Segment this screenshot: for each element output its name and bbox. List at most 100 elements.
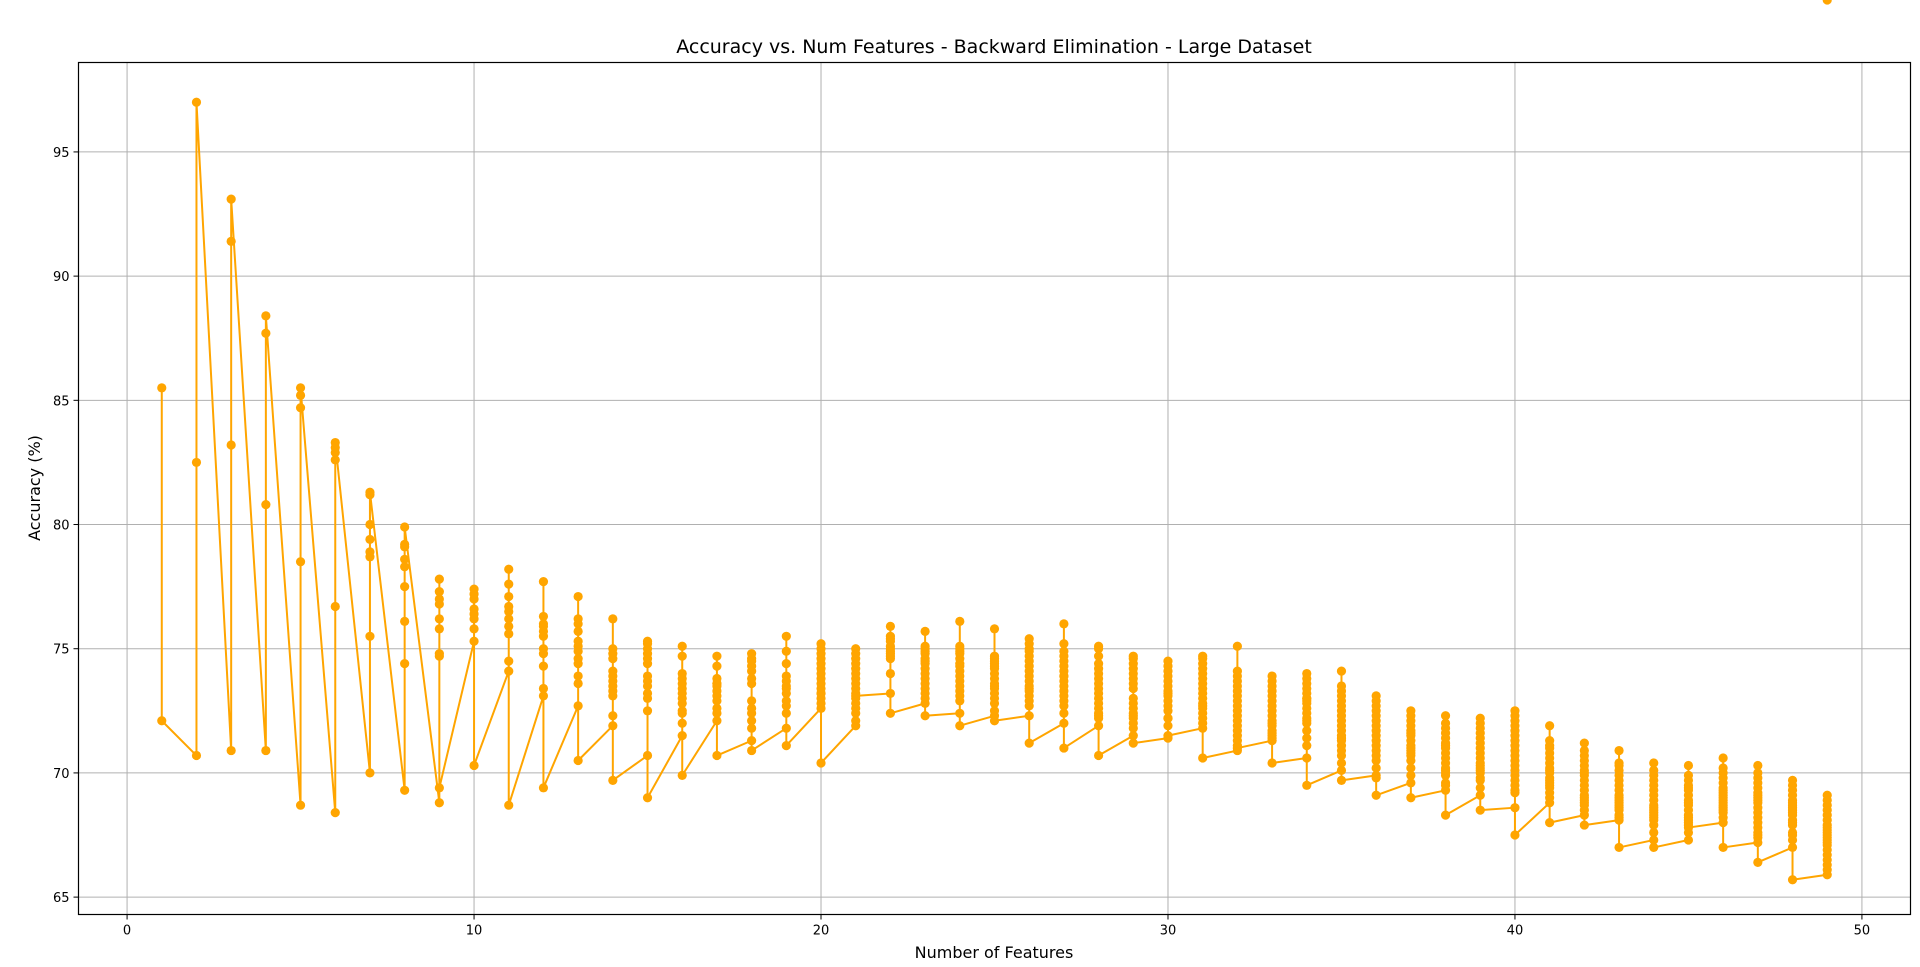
data-point (885, 688, 896, 699)
data-point (1753, 830, 1763, 840)
data-point (295, 800, 306, 810)
data-point (747, 696, 757, 706)
data-point (989, 681, 1000, 691)
data-point (538, 783, 549, 793)
data-point (365, 534, 375, 545)
data-point (1336, 681, 1347, 691)
data-point (330, 601, 340, 612)
data-point (1024, 634, 1034, 644)
data-point (781, 696, 791, 706)
data-point (712, 661, 722, 671)
data-point (642, 793, 653, 803)
data-point (989, 651, 1000, 661)
data-point (295, 403, 306, 413)
data-point (538, 691, 549, 701)
data-point (1475, 773, 1485, 783)
data-point (1579, 745, 1589, 756)
data-point (1545, 721, 1555, 731)
data-point (1128, 711, 1138, 721)
data-point (1406, 763, 1416, 773)
data-point (1059, 646, 1069, 656)
data-point (1822, 0, 1832, 5)
data-point (781, 683, 791, 694)
data-point (469, 636, 479, 646)
data-point (1302, 693, 1312, 704)
data-point (1822, 790, 1832, 800)
data-point (747, 649, 757, 659)
data-point (400, 785, 410, 795)
data-point (885, 708, 896, 718)
data-point (781, 646, 791, 656)
data-point (1302, 733, 1312, 743)
data-point (677, 770, 687, 781)
data-point (1718, 753, 1728, 763)
data-point (1406, 778, 1416, 788)
data-point (400, 659, 410, 669)
data-point (191, 97, 202, 107)
data-point (573, 671, 583, 681)
data-point (330, 808, 340, 818)
y-tick-label: 75 (53, 643, 70, 658)
data-point (1093, 659, 1104, 669)
data-point (1302, 740, 1312, 751)
data-point (1059, 718, 1069, 728)
data-point (781, 723, 791, 733)
data-point (365, 768, 375, 778)
data-point (330, 437, 340, 448)
data-point (1510, 785, 1520, 795)
data-point (1406, 728, 1416, 738)
data-point (1302, 716, 1312, 726)
data-point (1059, 708, 1069, 718)
data-point (747, 673, 757, 684)
data-point (1267, 718, 1277, 728)
data-point (469, 604, 479, 614)
data-point (1683, 798, 1694, 808)
data-point (1614, 745, 1624, 756)
data-point (1059, 639, 1069, 649)
data-point (504, 621, 514, 631)
data-point (747, 736, 757, 746)
data-point (434, 614, 444, 624)
data-point (573, 678, 583, 689)
data-point (989, 706, 1000, 716)
data-point (1753, 857, 1763, 867)
data-point (851, 716, 861, 726)
data-point (1683, 770, 1694, 781)
data-point (885, 621, 896, 631)
data-point (157, 383, 167, 393)
data-point (1093, 750, 1104, 761)
data-point (1718, 842, 1728, 853)
data-point (226, 194, 236, 204)
data-point (851, 644, 861, 654)
data-point (1371, 773, 1381, 783)
data-point (1475, 760, 1485, 771)
data-point (1440, 765, 1451, 776)
data-point (1302, 726, 1312, 736)
data-point (1510, 803, 1520, 813)
data-point (608, 711, 618, 721)
data-point (1024, 683, 1034, 694)
data-point (1475, 805, 1485, 815)
data-point (747, 703, 757, 713)
data-point (1579, 768, 1589, 778)
data-point (469, 760, 479, 771)
data-point (712, 651, 722, 661)
data-point (1718, 785, 1728, 795)
data-point (1614, 758, 1624, 768)
data-point (226, 236, 236, 246)
data-point (1406, 770, 1416, 781)
data-point (1787, 775, 1798, 785)
data-point (677, 641, 687, 651)
data-point (434, 783, 444, 793)
data-point (989, 716, 1000, 726)
data-point (573, 701, 583, 711)
data-point (1198, 651, 1208, 661)
data-point (573, 626, 583, 636)
ticks: 0 10 20 30 40 50 65 70 75 80 85 90 95 (53, 146, 1870, 939)
plot-frame (77, 61, 1912, 916)
data-point (642, 688, 653, 699)
y-axis-title: Accuracy (%) (25, 435, 44, 541)
data-point (1510, 830, 1520, 840)
y-tick-label: 90 (53, 270, 70, 285)
